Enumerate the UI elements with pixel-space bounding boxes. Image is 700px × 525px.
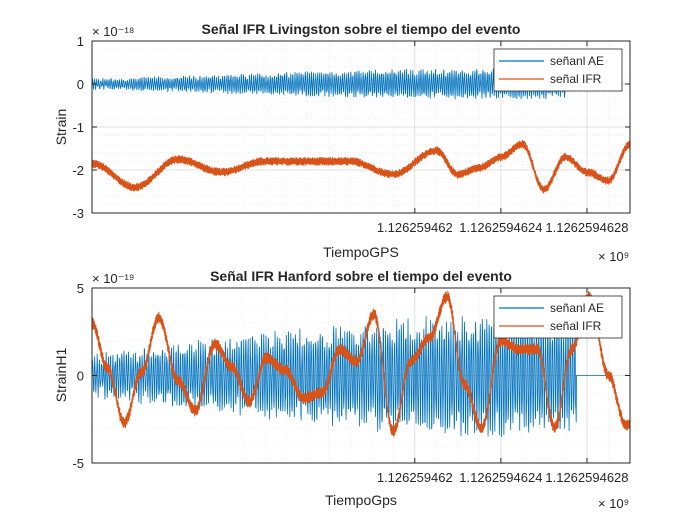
legend-label-ifr: señal IFR [550, 319, 602, 333]
y-tick-label: -1 [72, 120, 84, 135]
x-tick-label: 1.1262594628 [545, 220, 628, 235]
x-tick-label: 1.1262594624 [459, 470, 542, 485]
axes-hanford: 1.126259462 1.1262594624 1.126259462850-5 … [53, 268, 631, 511]
legend-label-ae: señanl AE [550, 54, 604, 68]
series-line-ifr [92, 290, 630, 437]
y-tick-label: 0 [77, 77, 84, 92]
ticks: 1.126259462 1.1262594624 1.1262594628 1 0 -1 -… [72, 34, 630, 235]
series-line-ifr [92, 140, 630, 194]
chart-title: Señal IFR Hanford sobre el tiempo del ev… [210, 268, 512, 284]
x-exponent: × 10⁹ [598, 249, 629, 264]
y-tick-label: -2 [72, 163, 84, 178]
x-tick-label: 1.1262594628 [545, 470, 628, 485]
y-axis-label: Strain [53, 109, 69, 146]
x-tick-label: 1.126259462 [377, 470, 453, 485]
series-line-ae [92, 315, 609, 437]
y-axis-label: StrainH1 [53, 348, 69, 403]
legend-box [493, 295, 623, 339]
y-exponent: × 10⁻¹⁸ [92, 24, 134, 39]
y-tick-label: -3 [72, 206, 84, 221]
y-tick-label: 1 [77, 34, 84, 49]
y-tick-label: 5 [77, 281, 84, 296]
y-tick-label: 0 [77, 369, 84, 384]
legend-label-ifr: señal IFR [550, 72, 602, 86]
legend-box [493, 48, 623, 92]
legend: señanl AE señal IFR [493, 48, 623, 92]
series-layer [92, 290, 630, 437]
x-tick-label: 1.126259462 [377, 220, 453, 235]
y-exponent: × 10⁻¹⁹ [92, 271, 134, 286]
x-axis-label: TiempoGps [325, 492, 397, 508]
axes-livingston: 1.126259462 1.1262594624 1.1262594628 1 0 -1 -… [53, 21, 631, 264]
x-tick-label: 1.1262594624 [459, 220, 542, 235]
y-tick-label: -5 [72, 456, 84, 471]
ticks: 1.126259462 1.1262594624 1.1262594628 5 0 -5 [72, 281, 630, 485]
series-line-ae [92, 68, 566, 100]
series-layer [92, 68, 630, 194]
legend-label-ae: señanl AE [550, 301, 604, 315]
legend: señanl AE señal IFR [493, 295, 623, 339]
chart-title: Señal IFR Livingston sobre el tiempo del… [202, 21, 521, 37]
x-axis-label: TiempoGPS [323, 244, 399, 260]
x-exponent: × 10⁹ [598, 496, 629, 511]
